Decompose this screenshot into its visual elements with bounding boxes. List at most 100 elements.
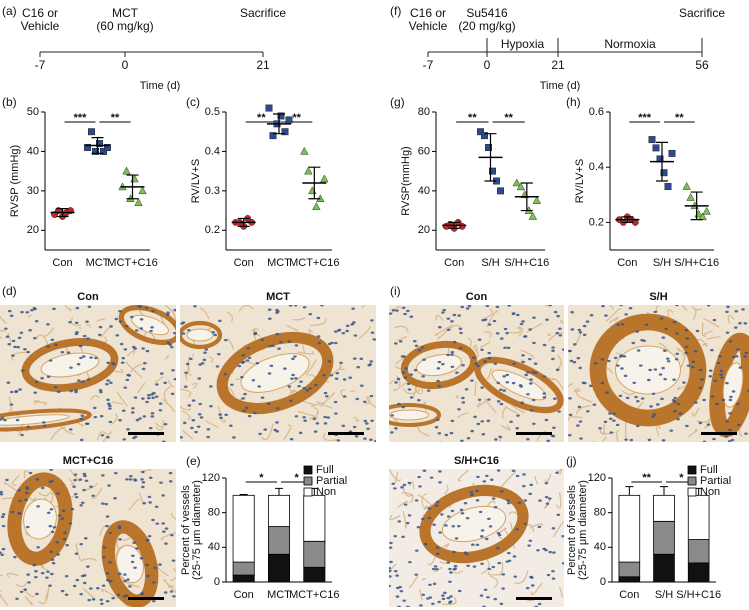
nucleus xyxy=(471,356,476,360)
sd-whisker xyxy=(91,137,104,154)
nucleus xyxy=(144,306,149,310)
nucleus xyxy=(491,565,496,569)
nucleus xyxy=(158,402,163,405)
nucleus xyxy=(466,437,471,440)
nucleus xyxy=(551,349,555,352)
nucleus xyxy=(294,344,299,347)
tissue-strand xyxy=(64,305,72,312)
nucleus xyxy=(154,505,159,508)
sd-whisker xyxy=(237,217,250,227)
tissue-strand xyxy=(309,412,318,421)
nucleus xyxy=(511,381,516,385)
tissue-strand xyxy=(691,305,703,311)
nucleus xyxy=(23,588,28,591)
nucleus xyxy=(89,587,93,590)
nucleus xyxy=(287,340,291,343)
nucleus xyxy=(316,316,321,320)
data-point xyxy=(134,198,143,206)
tissue-strand xyxy=(261,423,274,441)
nucleus xyxy=(708,375,713,378)
tissue-strand xyxy=(568,416,583,421)
nucleus xyxy=(34,570,38,573)
nucleus xyxy=(49,508,54,511)
nucleus xyxy=(255,362,260,365)
nucleus xyxy=(625,396,630,400)
nucleus xyxy=(163,422,168,426)
nucleus xyxy=(452,340,457,344)
nucleus xyxy=(487,517,491,521)
nucleus xyxy=(473,415,477,419)
nucleus xyxy=(82,574,87,577)
nucleus xyxy=(437,432,442,435)
tissue-strand xyxy=(164,354,169,360)
nucleus xyxy=(152,599,156,603)
nucleus xyxy=(457,589,462,593)
nucleus xyxy=(529,575,533,579)
y-tick-label: 0.4 xyxy=(205,145,220,157)
nucleus xyxy=(413,368,418,372)
nucleus xyxy=(141,470,145,474)
nucleus xyxy=(17,512,22,515)
nucleus xyxy=(663,377,667,381)
tissue-strand xyxy=(480,341,491,348)
nucleus xyxy=(69,366,73,369)
nucleus xyxy=(579,437,583,440)
nucleus xyxy=(450,353,454,356)
nucleus xyxy=(245,359,250,362)
nucleus xyxy=(171,559,176,562)
nucleus xyxy=(658,373,663,376)
tissue-strand xyxy=(296,350,315,355)
nucleus xyxy=(448,580,452,583)
nucleus xyxy=(408,560,412,564)
nucleus xyxy=(337,329,341,332)
nucleus xyxy=(438,531,442,534)
nucleus xyxy=(341,331,346,335)
nucleus xyxy=(363,400,367,404)
nucleus xyxy=(247,356,252,359)
nucleus xyxy=(145,539,150,542)
nucleus xyxy=(486,596,490,599)
nucleus xyxy=(608,417,613,420)
nucleus xyxy=(593,362,598,365)
tissue-strand xyxy=(155,420,165,428)
tissue-strand xyxy=(679,354,686,369)
nucleus xyxy=(99,415,104,418)
micrograph xyxy=(389,305,564,442)
vessel-lumen xyxy=(615,345,681,395)
tissue-strand xyxy=(226,311,234,323)
tissue-strand xyxy=(467,337,472,348)
nucleus xyxy=(141,481,146,484)
nucleus xyxy=(93,415,98,419)
nucleus xyxy=(78,478,83,481)
event-label: Vehicle xyxy=(21,19,60,33)
nucleus xyxy=(148,426,153,430)
nucleus xyxy=(632,381,637,385)
nucleus xyxy=(135,418,140,422)
nucleus xyxy=(734,355,739,358)
tissue-strand xyxy=(156,563,169,577)
nucleus xyxy=(513,575,518,578)
tissue-strand xyxy=(167,584,175,588)
nucleus xyxy=(648,368,652,372)
nucleus xyxy=(57,514,62,517)
tissue-strand xyxy=(227,338,234,350)
tissue-strand xyxy=(192,353,195,358)
nucleus xyxy=(230,383,234,386)
tissue-strand xyxy=(286,324,299,332)
nucleus xyxy=(345,329,349,333)
nucleus xyxy=(497,561,502,565)
nucleus xyxy=(94,356,98,360)
data-point xyxy=(304,166,313,175)
data-point xyxy=(138,186,147,195)
tissue-strand xyxy=(455,395,460,399)
nucleus xyxy=(612,412,616,416)
tissue-strand xyxy=(6,572,19,578)
nucleus xyxy=(427,516,432,520)
nucleus xyxy=(444,524,448,527)
nucleus xyxy=(551,357,555,361)
nucleus xyxy=(673,409,677,413)
nucleus xyxy=(293,355,297,358)
significance-label: * xyxy=(259,472,264,484)
nucleus xyxy=(434,504,439,507)
nucleus xyxy=(86,337,90,340)
